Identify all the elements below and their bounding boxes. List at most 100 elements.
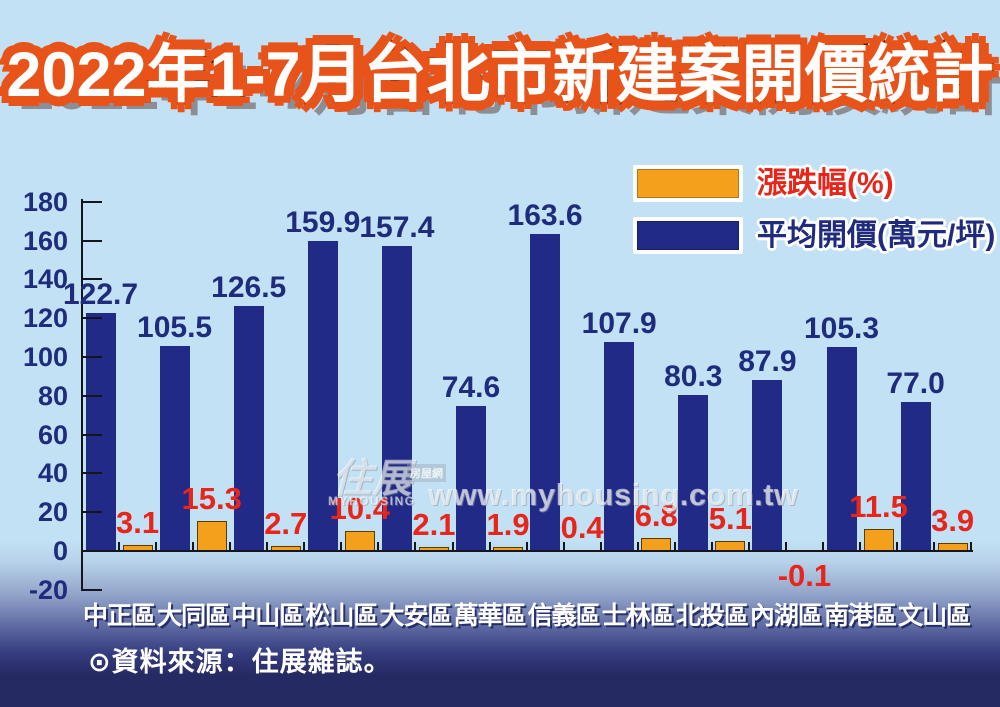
x-axis-tick bbox=[488, 542, 491, 551]
chart-legend: 漲跌幅(%) 平均開價(萬元/坪) bbox=[633, 165, 995, 269]
y-axis-tick bbox=[82, 433, 102, 436]
bar-avg-price bbox=[752, 380, 783, 551]
value-label-change-pct: 5.1 bbox=[708, 501, 752, 537]
y-axis-label: 80 bbox=[37, 380, 68, 411]
value-label-avg-price: 159.9 bbox=[285, 205, 361, 239]
x-axis-category-label: 中正區 bbox=[83, 602, 156, 630]
y-axis-label: 20 bbox=[37, 497, 68, 528]
x-axis-tick bbox=[896, 542, 899, 551]
value-label-change-pct: 2.7 bbox=[264, 505, 308, 541]
x-axis-tick bbox=[414, 542, 417, 551]
legend-item-avg-price: 平均開價(萬元/坪) bbox=[633, 217, 995, 254]
bar-avg-price bbox=[456, 406, 486, 551]
value-label-avg-price: 122.7 bbox=[62, 277, 139, 311]
y-axis-tick bbox=[82, 472, 102, 475]
value-label-avg-price: 80.3 bbox=[664, 360, 723, 394]
x-axis-tick bbox=[562, 542, 565, 551]
x-axis-category-label: 萬華區 bbox=[453, 602, 527, 630]
x-axis-tick bbox=[155, 542, 158, 551]
bar-change-pct bbox=[863, 528, 894, 551]
value-label-change-pct: 3.9 bbox=[931, 503, 975, 539]
x-axis-tick bbox=[747, 542, 750, 551]
value-label-change-pct: 15.3 bbox=[181, 481, 242, 517]
x-axis-tick bbox=[673, 542, 676, 551]
x-axis-category-label: 中山區 bbox=[231, 602, 304, 630]
value-label-avg-price: 163.6 bbox=[507, 198, 583, 232]
x-axis-category-label: 士林區 bbox=[601, 602, 675, 630]
x-axis-tick bbox=[525, 542, 528, 551]
bar-avg-price bbox=[604, 341, 635, 551]
value-label-avg-price: 77.0 bbox=[886, 366, 945, 400]
y-axis-label: 40 bbox=[37, 458, 68, 489]
y-axis-tick bbox=[82, 394, 102, 397]
value-label-avg-price: 107.9 bbox=[581, 306, 657, 340]
legend-label-avg-price: 平均開價(萬元/坪) bbox=[757, 219, 996, 252]
bar-avg-price bbox=[530, 233, 561, 551]
bar-avg-price bbox=[381, 245, 412, 551]
value-label-change-pct: 6.8 bbox=[634, 497, 678, 533]
value-label-avg-price: 105.3 bbox=[803, 311, 880, 345]
x-axis-tick bbox=[118, 542, 121, 551]
x-axis-tick bbox=[710, 542, 713, 551]
y-axis-label: 120 bbox=[22, 303, 68, 334]
value-label-change-pct: 11.5 bbox=[849, 488, 908, 524]
y-axis-label: 60 bbox=[37, 419, 68, 450]
value-label-avg-price: 157.4 bbox=[359, 210, 435, 244]
y-axis-tick bbox=[82, 511, 102, 514]
x-axis-tick bbox=[451, 542, 454, 551]
page-title: 2022年1-7月台北市新建案開價統計 bbox=[4, 38, 996, 113]
x-axis-category-label: 大同區 bbox=[157, 602, 230, 630]
legend-label-change-pct: 漲跌幅(%) bbox=[757, 167, 894, 200]
bar-change-pct bbox=[641, 537, 672, 551]
bar-avg-price bbox=[159, 346, 190, 551]
y-axis-label: -20 bbox=[28, 574, 68, 605]
x-axis-tick bbox=[933, 542, 936, 551]
x-axis-tick bbox=[599, 542, 602, 551]
value-label-change-pct: 10.4 bbox=[329, 490, 391, 526]
y-axis-label: 0 bbox=[52, 536, 68, 566]
bar-avg-price bbox=[678, 395, 709, 551]
x-axis-tick bbox=[859, 542, 862, 551]
value-label-change-pct: -0.1 bbox=[777, 558, 832, 593]
x-axis-category-label: 松山區 bbox=[305, 602, 378, 630]
value-label-change-pct: 3.1 bbox=[115, 504, 160, 540]
x-axis-tick bbox=[784, 542, 787, 551]
x-axis-category-label: 大安區 bbox=[379, 602, 452, 630]
value-label-change-pct: 2.1 bbox=[412, 506, 456, 542]
x-axis-tick bbox=[303, 542, 306, 551]
value-label-change-pct: 1.9 bbox=[486, 507, 530, 543]
y-axis-tick bbox=[82, 317, 102, 320]
bar-avg-price bbox=[826, 346, 857, 551]
x-axis-category-label: 信義區 bbox=[527, 602, 601, 630]
bar-change-pct bbox=[196, 521, 227, 551]
x-axis-tick bbox=[377, 542, 380, 551]
x-axis-line bbox=[81, 550, 974, 552]
y-axis-label: 140 bbox=[22, 264, 68, 295]
y-axis-tick bbox=[82, 588, 102, 591]
y-axis-label: 160 bbox=[22, 225, 68, 256]
x-axis-tick bbox=[192, 542, 195, 551]
x-axis-tick bbox=[970, 542, 973, 551]
y-axis-tick bbox=[82, 200, 102, 203]
legend-swatch-change-pct bbox=[633, 165, 743, 202]
bar-avg-price bbox=[900, 401, 931, 551]
x-axis-tick bbox=[822, 542, 824, 551]
y-axis-tick bbox=[82, 356, 102, 358]
value-label-change-pct: 0.4 bbox=[560, 510, 604, 546]
value-label-avg-price: 105.5 bbox=[137, 311, 213, 345]
value-label-avg-price: 74.6 bbox=[441, 371, 501, 405]
x-axis-category-label: 南港區 bbox=[824, 602, 897, 630]
x-axis-category-label: 北投區 bbox=[675, 602, 749, 630]
x-axis-tick bbox=[340, 542, 343, 551]
x-axis-category-label: 內湖區 bbox=[749, 602, 823, 630]
x-axis-tick bbox=[229, 542, 232, 551]
value-label-avg-price: 87.9 bbox=[738, 345, 797, 379]
source-note: ⊙資料來源：住展雜誌。 bbox=[88, 647, 392, 677]
legend-swatch-avg-price bbox=[633, 217, 743, 254]
y-axis-tick bbox=[82, 278, 102, 281]
y-axis-label: 180 bbox=[22, 186, 68, 217]
y-axis-label: 100 bbox=[22, 342, 68, 372]
value-label-avg-price: 126.5 bbox=[211, 270, 287, 304]
